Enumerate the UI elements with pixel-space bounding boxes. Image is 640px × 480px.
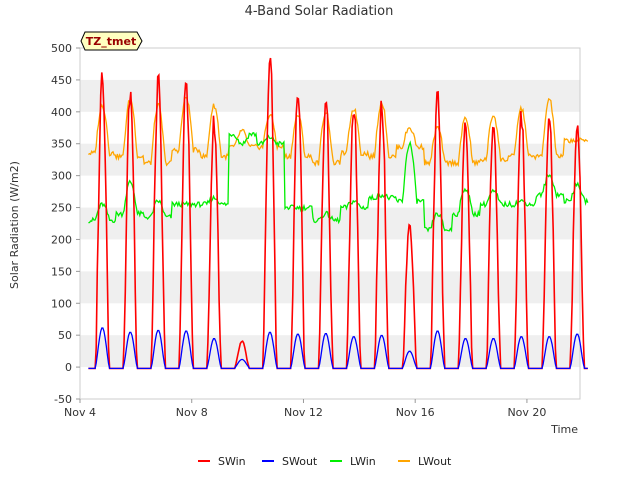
series-line-swout — [88, 327, 588, 370]
annotation-tag-text: TZ_tmet — [86, 35, 136, 48]
x-tick-label: Nov 16 — [396, 406, 435, 419]
annotation-tag: TZ_tmet — [80, 31, 143, 51]
chart-title: 4-Band Solar Radiation — [245, 4, 394, 19]
legend-label-swout: SWout — [282, 455, 318, 468]
plot-frame — [79, 47, 581, 400]
x-tick-label: Nov 12 — [284, 406, 323, 419]
y-tick-label: 450 — [51, 74, 72, 87]
series-line-lwout — [88, 96, 589, 168]
grid-band — [80, 79, 580, 112]
y-tick-label: 300 — [51, 170, 72, 183]
y-tick-label: 50 — [58, 329, 72, 342]
x-axis-label: Time — [550, 423, 578, 436]
y-tick-label: 150 — [51, 265, 72, 278]
y-tick-label: 250 — [51, 202, 72, 215]
legend-label-lwout: LWout — [418, 455, 452, 468]
y-tick-label: 500 — [51, 42, 72, 55]
y-axis-ticks: -50 0 50 100 150 200 250 300 350 400 450 500 — [51, 42, 80, 406]
annotation-tag-box — [80, 31, 143, 51]
y-tick-label: 200 — [51, 233, 72, 246]
y-axis-label: Solar Radiation (W/m2) — [8, 161, 21, 289]
x-tick-label: Nov 20 — [507, 406, 546, 419]
legend: SWin SWout LWin LWout — [198, 455, 452, 468]
y-tick-label: 100 — [51, 297, 72, 310]
x-tick-label: Nov 4 — [64, 406, 96, 419]
legend-label-lwin: LWin — [350, 455, 376, 468]
y-tick-label: 0 — [65, 361, 72, 374]
y-tick-label: 350 — [51, 138, 72, 151]
y-tick-label: 400 — [51, 106, 72, 119]
grid-band — [80, 143, 580, 176]
y-tick-label: -50 — [54, 393, 72, 406]
legend-label-swin: SWin — [218, 455, 246, 468]
series-line-lwin — [88, 131, 589, 233]
x-tick-label: Nov 8 — [176, 406, 208, 419]
series-lines — [88, 57, 589, 370]
x-axis-ticks: Nov 4 Nov 8 Nov 12 Nov 16 Nov 20 — [64, 399, 546, 419]
